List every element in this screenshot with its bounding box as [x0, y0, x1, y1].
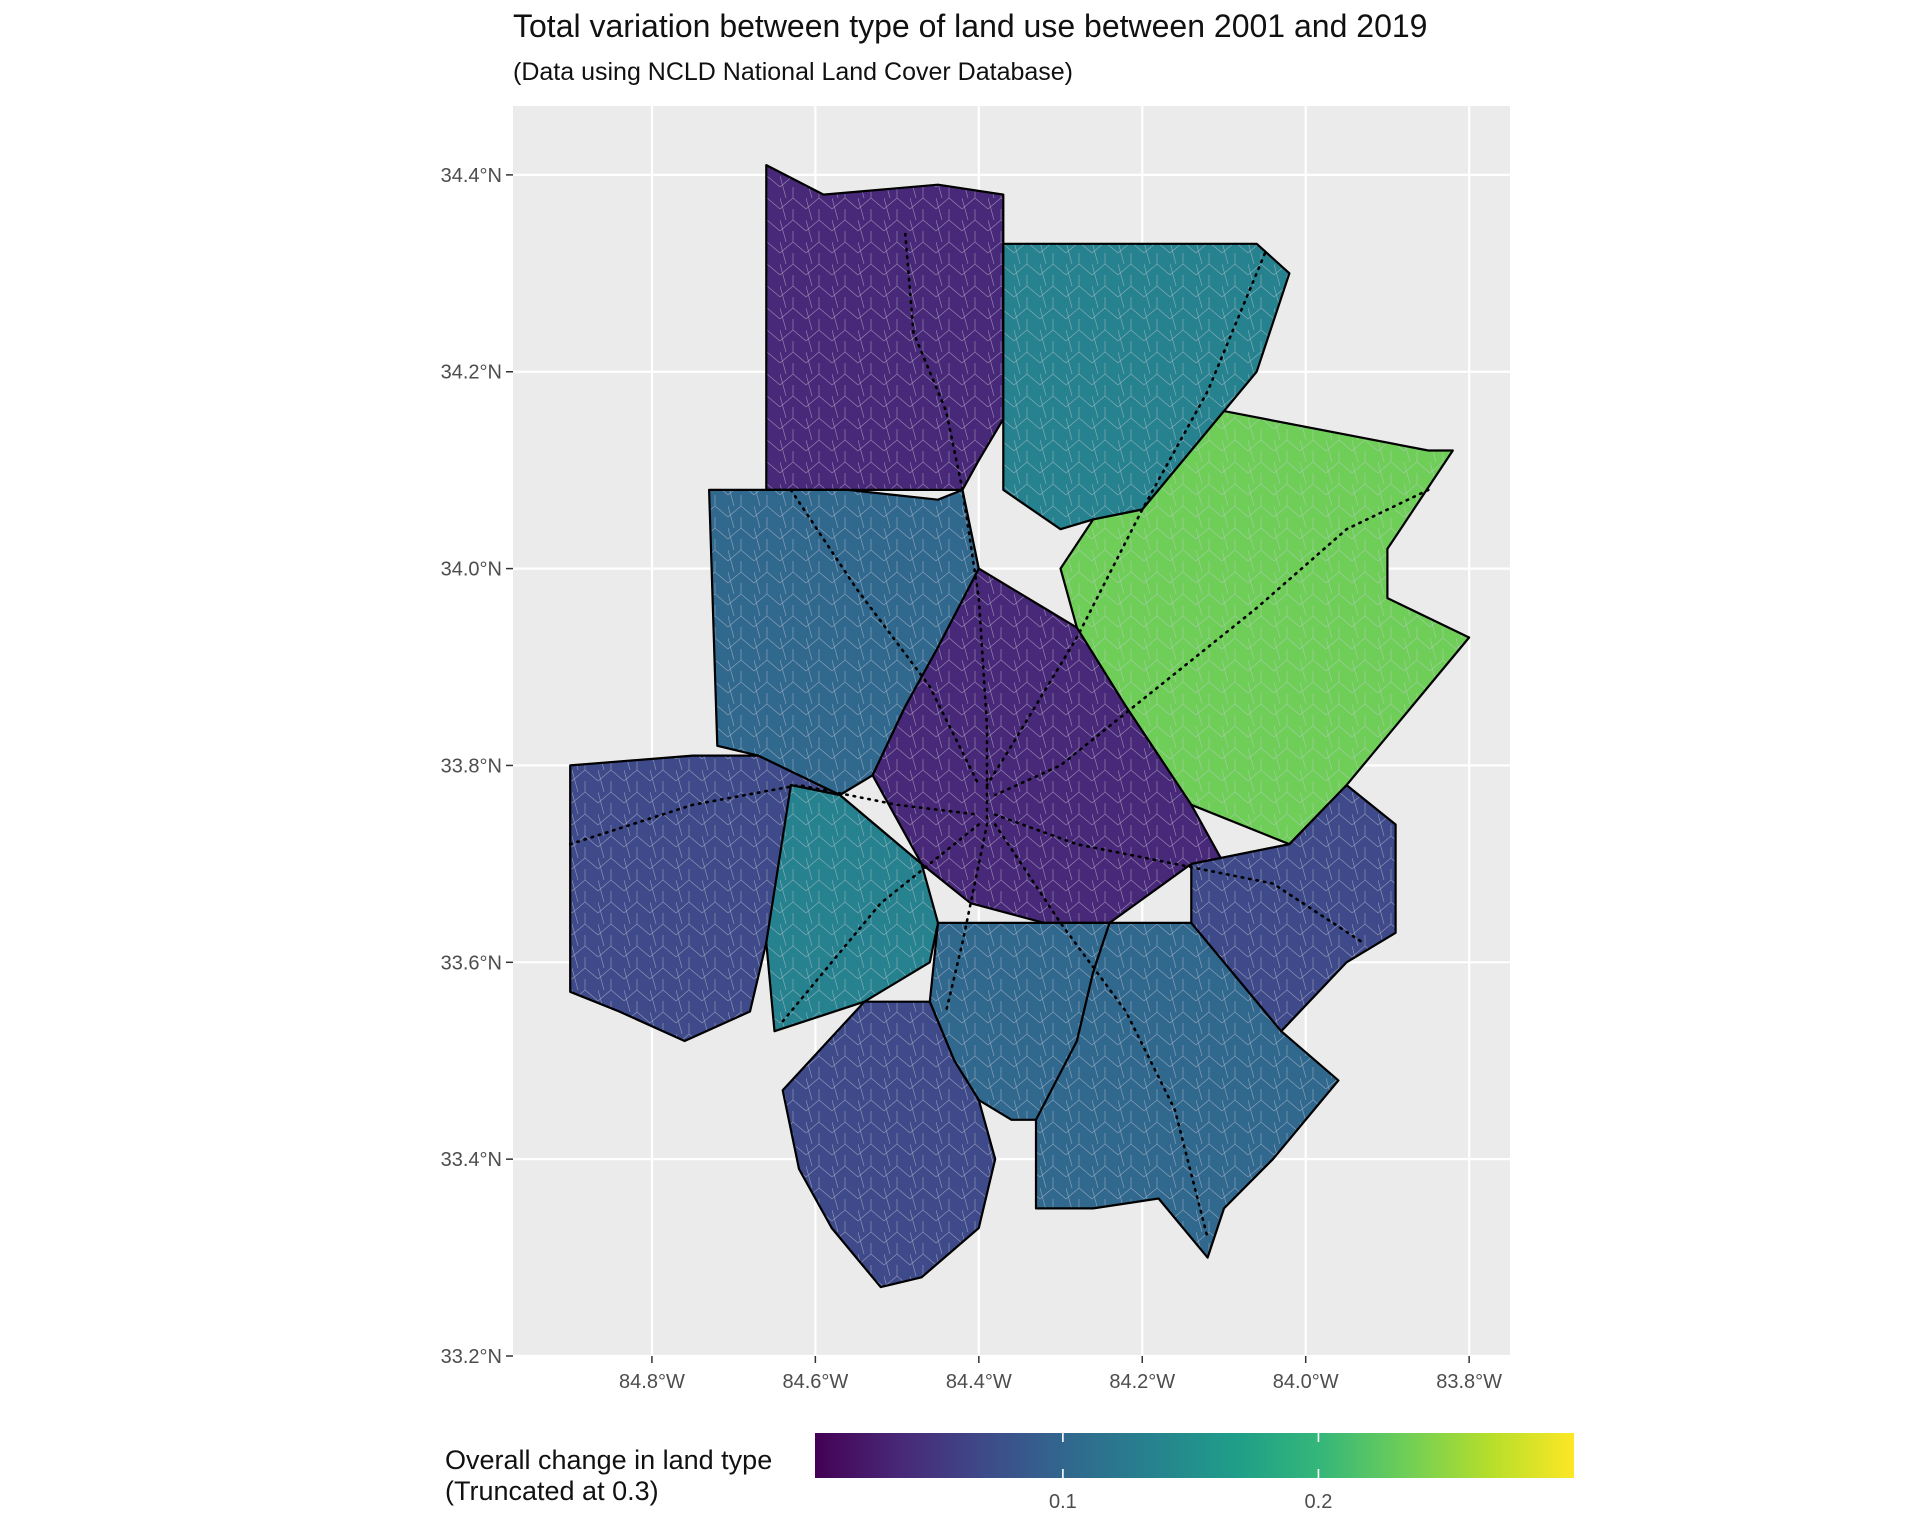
- region-outline-9: [781, 1000, 997, 1289]
- region-6: [765, 783, 940, 1033]
- legend-title-line-1: Overall change in land type: [445, 1445, 773, 1475]
- y-tick-label-3: 33.8°N: [441, 755, 502, 777]
- axis-labels: 84.8°W 84.6°W 84.4°W 84.2°W 84.0°W 83.8°W 34.4…: [441, 165, 1503, 1393]
- highway-line-5: [993, 813, 1365, 944]
- x-tick-label-1: 84.6°W: [782, 1371, 848, 1393]
- region-tracts-6: [766, 785, 938, 1032]
- map-title: Total variation between type of land use…: [513, 8, 1428, 44]
- x-tick-label-3: 84.2°W: [1109, 1371, 1175, 1393]
- y-tick-label-4: 33.6°N: [441, 952, 502, 974]
- x-tick-label-0: 84.8°W: [619, 1371, 685, 1393]
- region-4: [871, 567, 1291, 925]
- region-tracts-0: [766, 165, 1020, 490]
- region-tracts-8: [1036, 922, 1339, 1258]
- y-tick-label-5: 33.4°N: [441, 1149, 502, 1171]
- region-outline-4: [871, 567, 1291, 925]
- region-outline-10: [1190, 783, 1397, 1033]
- x-tick-label-5: 83.8°W: [1436, 1371, 1502, 1393]
- region-tracts-3: [709, 489, 979, 795]
- legend-tick-label-0: 0.1: [1049, 1491, 1077, 1513]
- y-tick-label-0: 34.4°N: [441, 165, 502, 187]
- highway-line-6: [993, 823, 1209, 1240]
- region-10: [1190, 783, 1397, 1033]
- y-tick-label-2: 34.0°N: [441, 559, 502, 581]
- region-tracts-1: [1003, 243, 1290, 530]
- map-subtitle: (Data using NCLD National Land Cover Dat…: [513, 58, 1074, 86]
- highway-line-2: [985, 252, 1267, 787]
- highway-line-1: [789, 488, 981, 787]
- legend-tick-label-1: 0.2: [1305, 1491, 1333, 1513]
- region-0: [765, 164, 1021, 491]
- region-7: [928, 921, 1111, 1121]
- region-3: [707, 488, 980, 797]
- region-9: [781, 1000, 997, 1289]
- x-tick-label-4: 84.0°W: [1273, 1371, 1339, 1393]
- region-tracts-5: [570, 755, 840, 1041]
- x-tick-label-2: 84.4°W: [946, 1371, 1012, 1393]
- legend-title-line-2: (Truncated at 0.3): [445, 1476, 659, 1506]
- region-tracts-9: [782, 1001, 996, 1288]
- legend-title: Overall change in land type (Truncated a…: [445, 1445, 772, 1507]
- region-tracts-7: [929, 922, 1110, 1120]
- color-legend: 0.1 0.2: [815, 1433, 1574, 1513]
- y-tick-label-6: 33.2°N: [441, 1346, 502, 1368]
- legend-colorbar: [815, 1433, 1574, 1478]
- region-tracts-10: [1191, 785, 1396, 1032]
- region-outline-6: [765, 783, 940, 1033]
- region-tracts-4: [872, 568, 1290, 923]
- road-layer: [568, 232, 1430, 1240]
- y-tick-label-1: 34.2°N: [441, 362, 502, 384]
- highway-line-3: [993, 488, 1430, 797]
- highway-line-0: [903, 232, 989, 1013]
